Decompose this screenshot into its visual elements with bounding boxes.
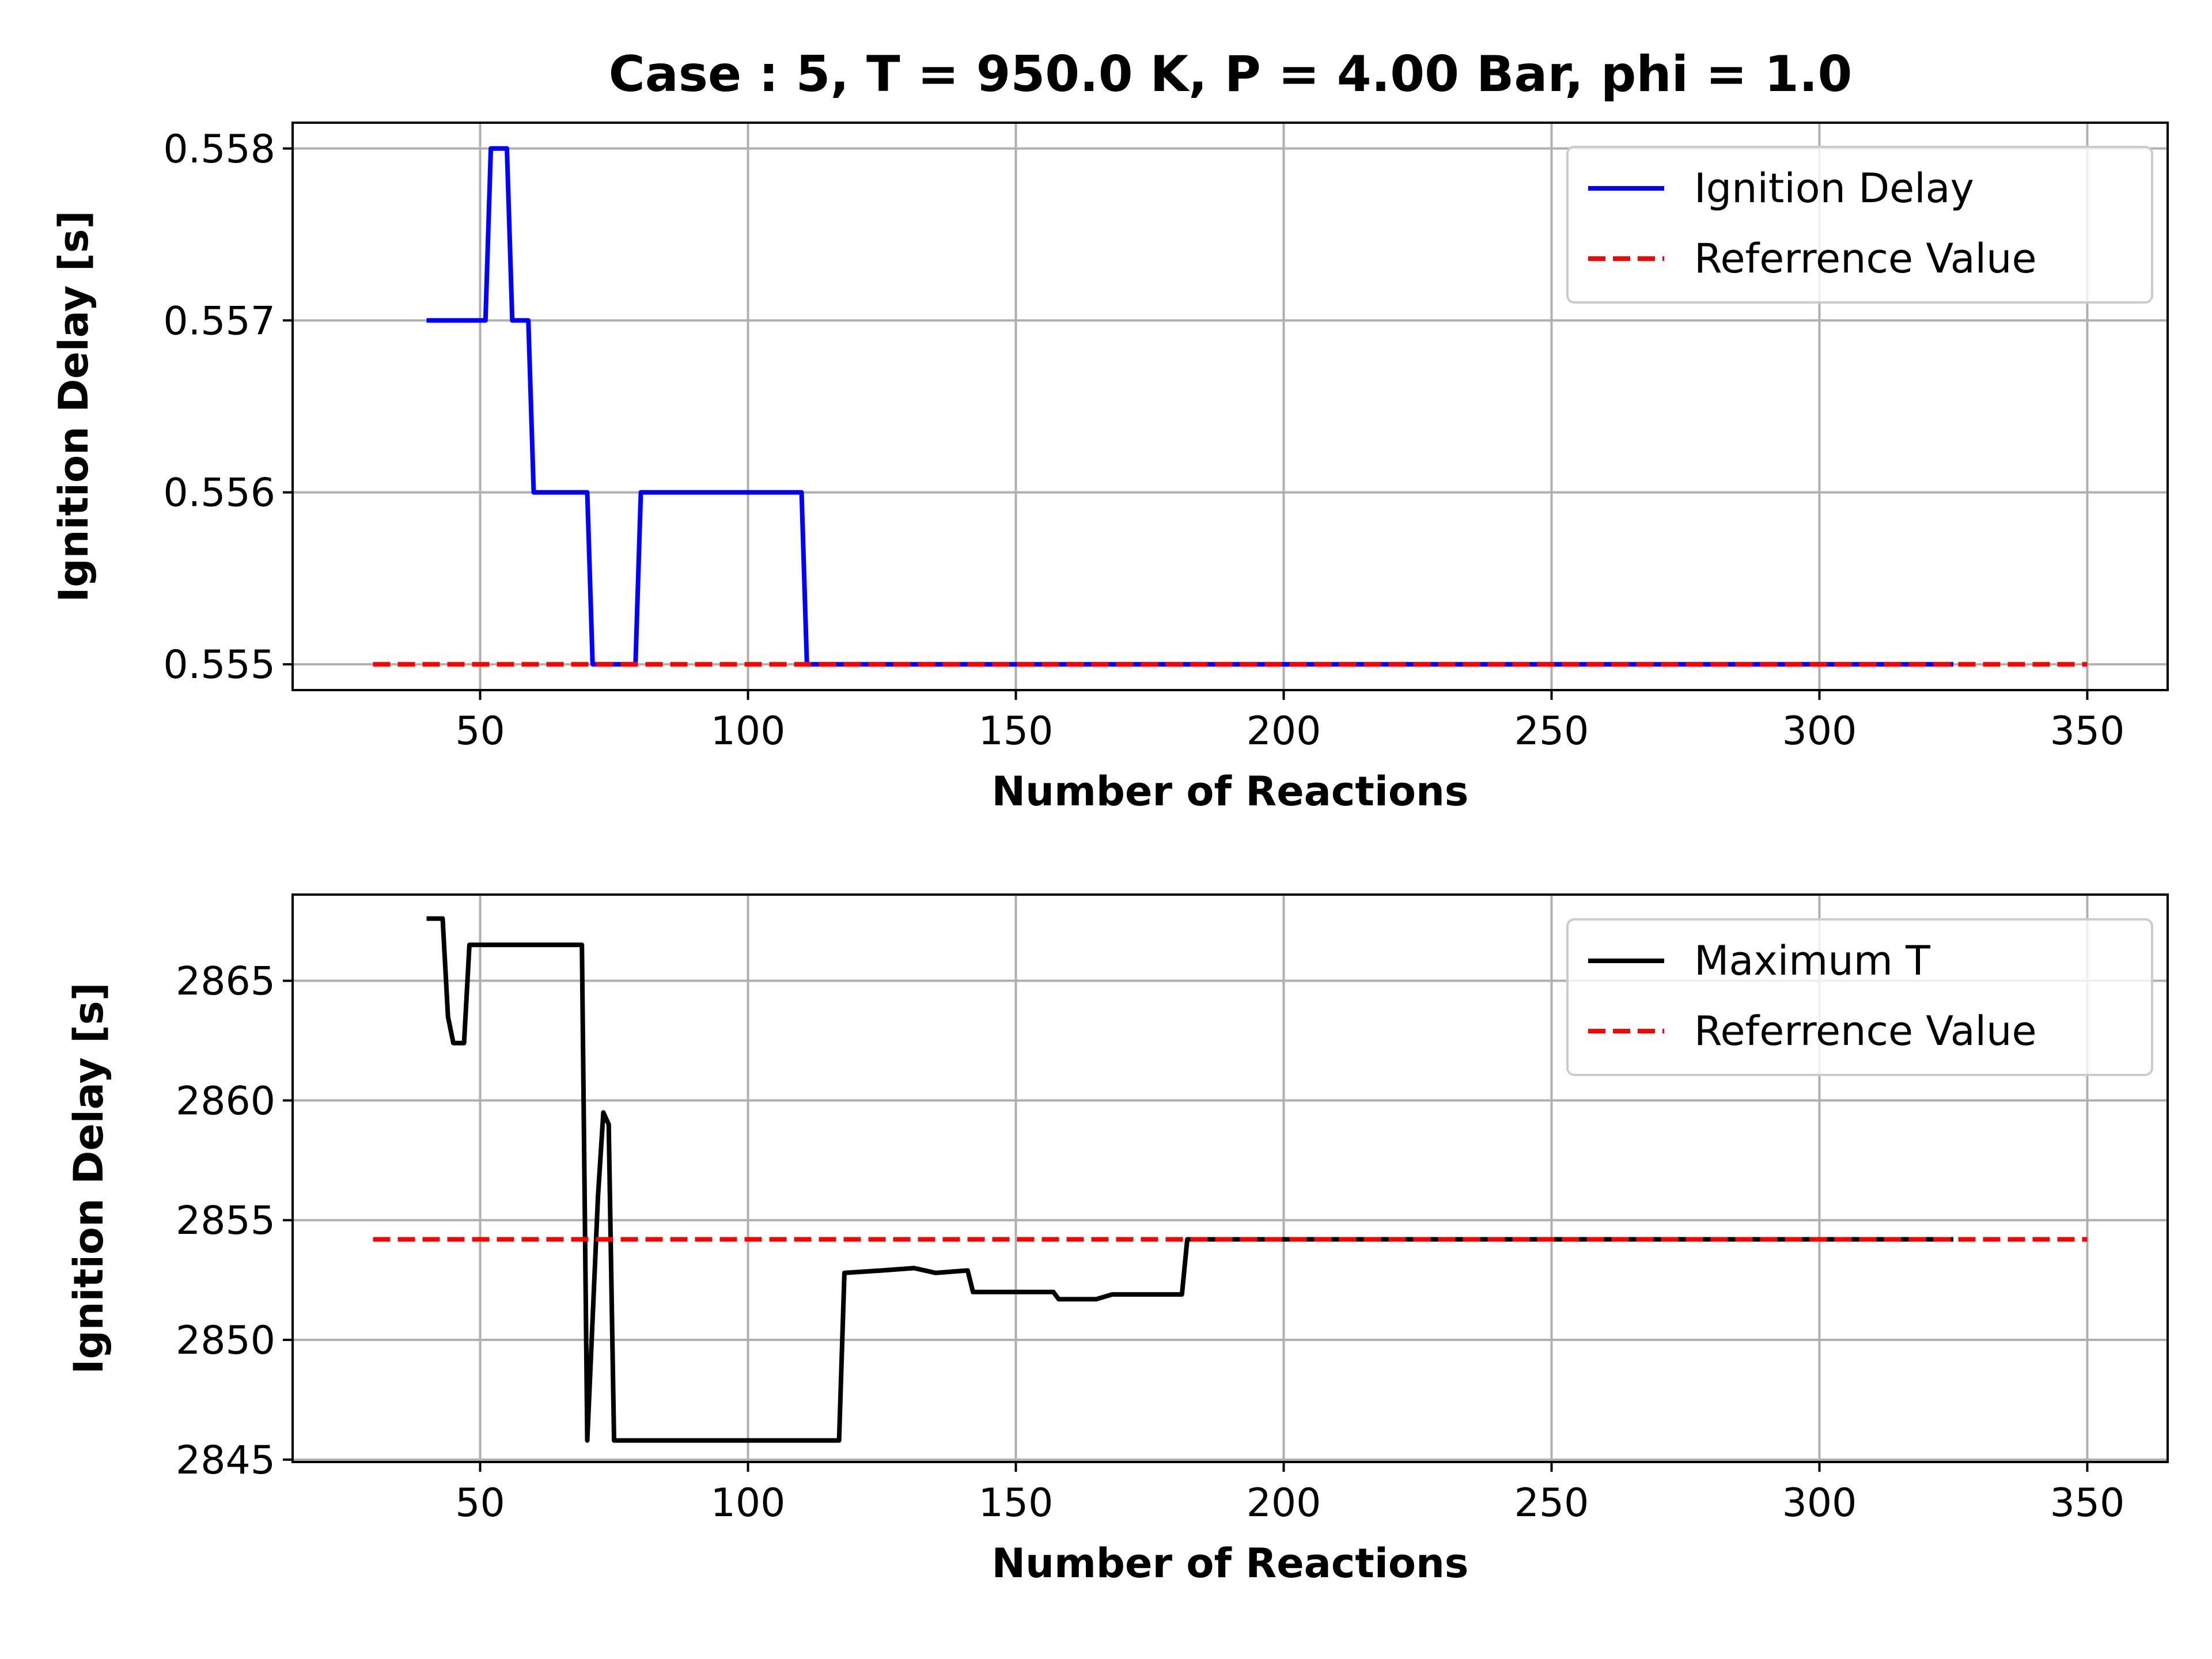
x-tick-label: 50 xyxy=(455,709,505,754)
x-tick-label: 150 xyxy=(979,1480,1054,1526)
axes-frame xyxy=(291,122,2169,691)
y-axis-label: Ignition Delay [s] xyxy=(50,210,97,602)
legend: Ignition Delay Referrence Value xyxy=(1566,146,2153,304)
legend-frame xyxy=(1566,146,2153,304)
series-line xyxy=(426,146,1953,667)
y-tick-label: 0.557 xyxy=(163,298,275,344)
bottom-subplot: 50 100 150 200 250 300 350 2845 2850 2855 2860 2865… xyxy=(65,893,2169,1587)
x-tick-label: 50 xyxy=(455,1480,505,1526)
series-line xyxy=(426,916,1953,1443)
y-tick-label: 2850 xyxy=(176,1318,275,1363)
y-axis-label: Ignition Delay [s] xyxy=(65,982,112,1374)
x-axis-label: Number of Reactions xyxy=(992,1540,1469,1587)
legend-label: Referrence Value xyxy=(1694,1007,2037,1055)
x-tick-label: 300 xyxy=(1782,1480,1857,1526)
x-tick-label: 200 xyxy=(1247,709,1321,754)
y-tick-label: 0.558 xyxy=(163,127,275,172)
x-axis-label: Number of Reactions xyxy=(992,768,1469,815)
x-tick-label: 150 xyxy=(979,709,1054,754)
x-tick-label: 200 xyxy=(1247,1480,1321,1526)
x-tick-label: 100 xyxy=(711,1480,786,1526)
top-subplot: 50 100 150 200 250 300 350 0.555 0.556 0.557 0.558… xyxy=(50,122,2169,815)
y-tick-label: 2855 xyxy=(176,1198,275,1244)
x-tick-label: 350 xyxy=(2050,709,2125,754)
y-tick-label: 2845 xyxy=(176,1438,275,1483)
x-tick-label: 300 xyxy=(1782,709,1857,754)
legend-label: Referrence Value xyxy=(1694,235,2037,282)
legend-label: Maximum T xyxy=(1694,937,1930,984)
y-tick-label: 0.555 xyxy=(163,642,275,688)
y-tick-label: 2865 xyxy=(176,959,275,1005)
chart-title: Case : 5, T = 950.0 K, P = 4.00 Bar, phi… xyxy=(609,46,1853,103)
y-tick-label: 0.556 xyxy=(163,471,275,516)
x-tick-label: 350 xyxy=(2050,1480,2125,1526)
legend: Maximum T Referrence Value xyxy=(1566,918,2153,1076)
axes-frame xyxy=(291,893,2169,1463)
x-tick-label: 100 xyxy=(711,709,786,754)
legend-frame xyxy=(1566,918,2153,1076)
x-tick-label: 250 xyxy=(1514,709,1589,754)
x-tick-label: 250 xyxy=(1514,1480,1589,1526)
legend-label: Ignition Delay xyxy=(1694,165,1974,212)
y-tick-label: 2860 xyxy=(176,1078,275,1124)
